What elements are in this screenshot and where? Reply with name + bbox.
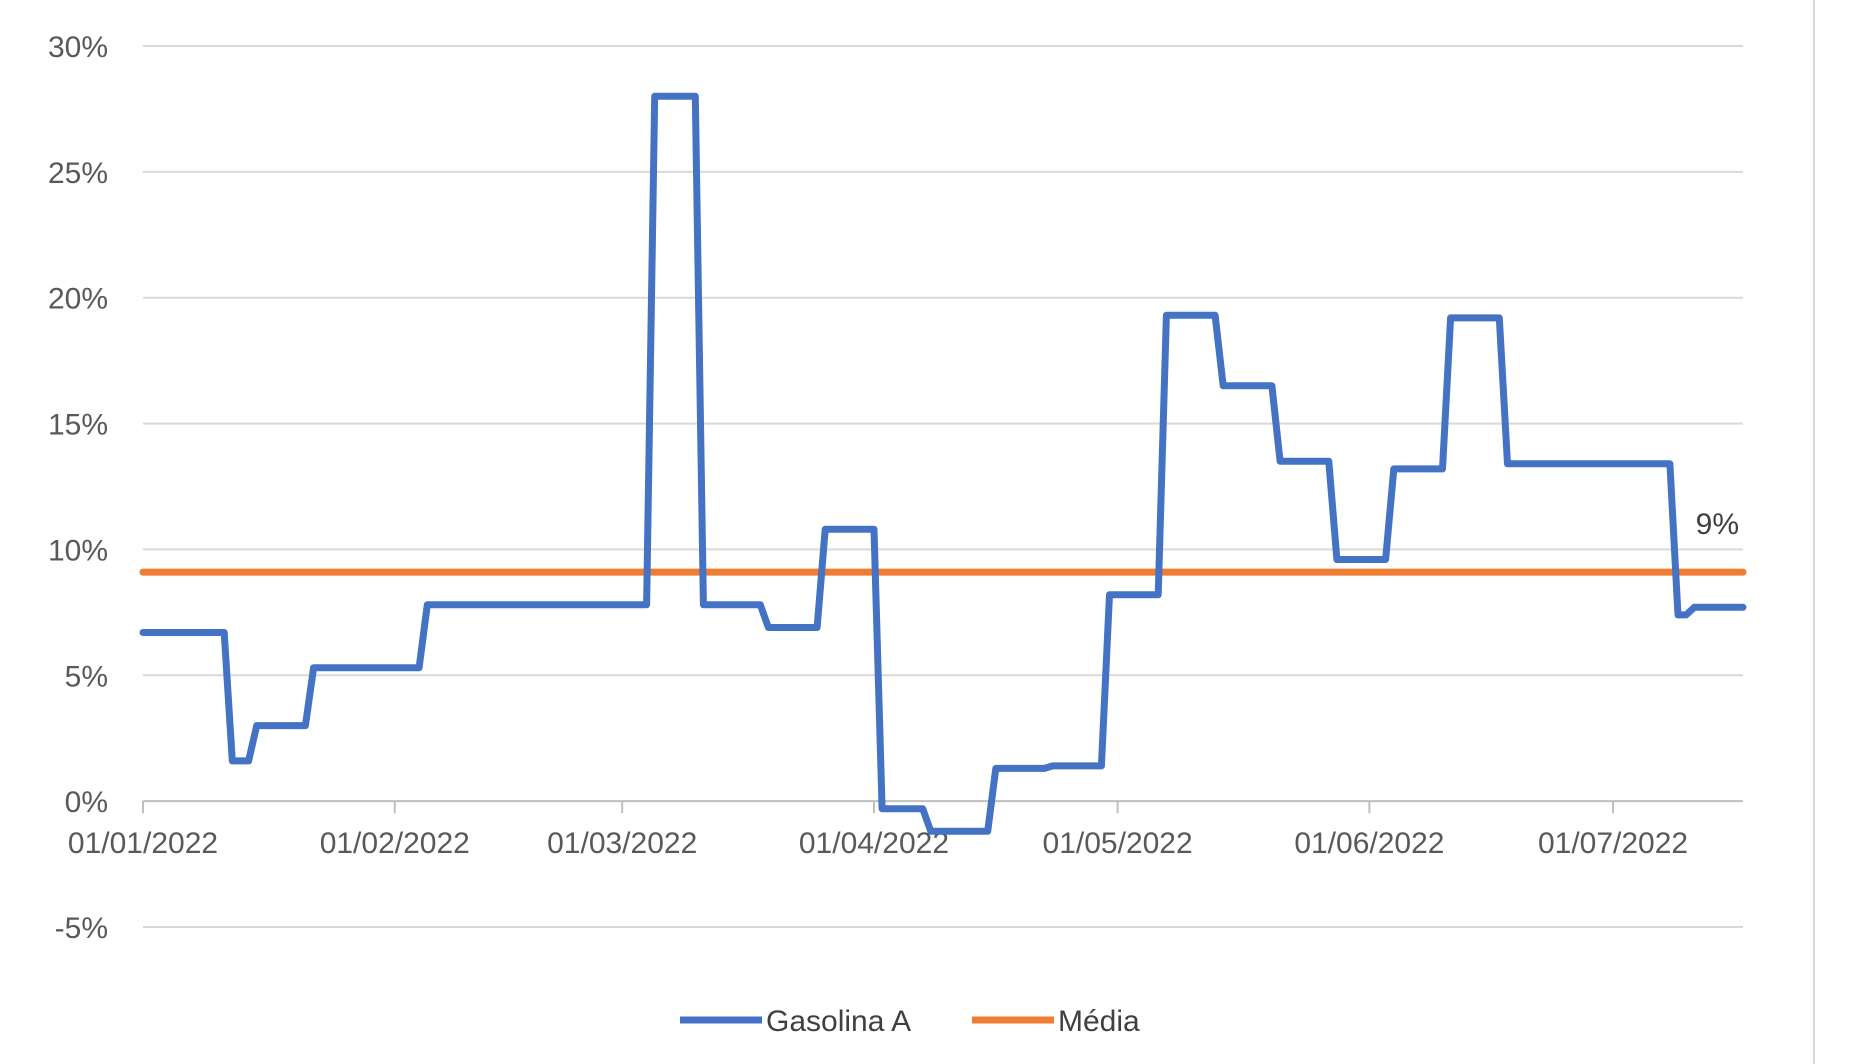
chart-frame: 30% 25% 20% 15% 10% 5% 0% -5% 01/01/2022 01/02/2…	[47, 0, 1815, 1064]
x-tick-label: 01/06/2022	[1294, 827, 1444, 860]
x-tick-label: 01/03/2022	[547, 827, 697, 860]
x-axis-tick-labels: 01/01/2022 01/02/2022 01/03/2022 01/04/2022…	[68, 827, 1688, 860]
legend-label: Média	[1058, 1005, 1140, 1038]
x-tick-label: 01/02/2022	[320, 827, 470, 860]
data-label: 9%	[1696, 508, 1739, 541]
series-line-gasolina-a	[139, 92, 1747, 835]
x-tick-label: 01/05/2022	[1043, 827, 1193, 860]
y-tick-label: 25%	[48, 157, 108, 190]
line-chart: 30% 25% 20% 15% 10% 5% 0% -5% 01/01/2022 01/02/2…	[48, 31, 1747, 1038]
legend-label: Gasolina A	[766, 1005, 911, 1038]
y-tick-label: -5%	[55, 912, 108, 945]
x-tick-label: 01/01/2022	[68, 827, 218, 860]
y-tick-label: 0%	[65, 786, 108, 819]
y-tick-label: 10%	[48, 534, 108, 567]
legend: Gasolina A Média	[680, 1005, 1140, 1038]
x-tick-label: 01/07/2022	[1538, 827, 1688, 860]
legend-item: Média	[972, 1005, 1140, 1038]
series-lines	[139, 92, 1747, 835]
x-axis	[142, 800, 1743, 814]
x-tick-label: 01/04/2022	[799, 827, 949, 860]
gridlines	[143, 45, 1743, 928]
y-tick-label: 20%	[48, 283, 108, 316]
legend-item: Gasolina A	[680, 1005, 911, 1038]
data-labels: 9%	[1696, 508, 1739, 541]
y-tick-label: 15%	[48, 409, 108, 442]
y-tick-label: 30%	[48, 31, 108, 64]
y-tick-label: 5%	[65, 660, 108, 693]
y-axis-tick-labels: 30% 25% 20% 15% 10% 5% 0% -5%	[48, 31, 108, 945]
